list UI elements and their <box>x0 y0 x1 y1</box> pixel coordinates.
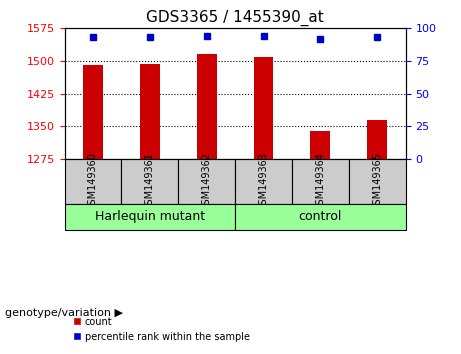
Bar <box>310 131 331 159</box>
Text: control: control <box>299 210 342 223</box>
Bar <box>65 204 235 230</box>
Text: GSM149363: GSM149363 <box>259 152 269 211</box>
Bar <box>235 159 292 204</box>
Bar <box>254 57 273 159</box>
Legend: count, percentile rank within the sample: count, percentile rank within the sample <box>70 313 254 346</box>
Text: GSM149365: GSM149365 <box>372 152 382 211</box>
Bar <box>65 159 121 204</box>
Text: GSM149361: GSM149361 <box>145 152 155 211</box>
Bar <box>121 159 178 204</box>
Text: GSM149364: GSM149364 <box>315 152 325 211</box>
Text: GSM149362: GSM149362 <box>201 152 212 211</box>
Bar <box>367 120 387 159</box>
Bar <box>83 65 103 159</box>
Bar <box>292 159 349 204</box>
Text: Harlequin mutant: Harlequin mutant <box>95 210 205 223</box>
Bar <box>178 159 235 204</box>
Text: GSM149360: GSM149360 <box>88 152 98 211</box>
Text: genotype/variation ▶: genotype/variation ▶ <box>5 308 123 318</box>
Bar <box>349 159 406 204</box>
Bar <box>235 204 406 230</box>
Bar <box>197 55 217 159</box>
Bar <box>140 64 160 159</box>
Title: GDS3365 / 1455390_at: GDS3365 / 1455390_at <box>146 9 324 25</box>
